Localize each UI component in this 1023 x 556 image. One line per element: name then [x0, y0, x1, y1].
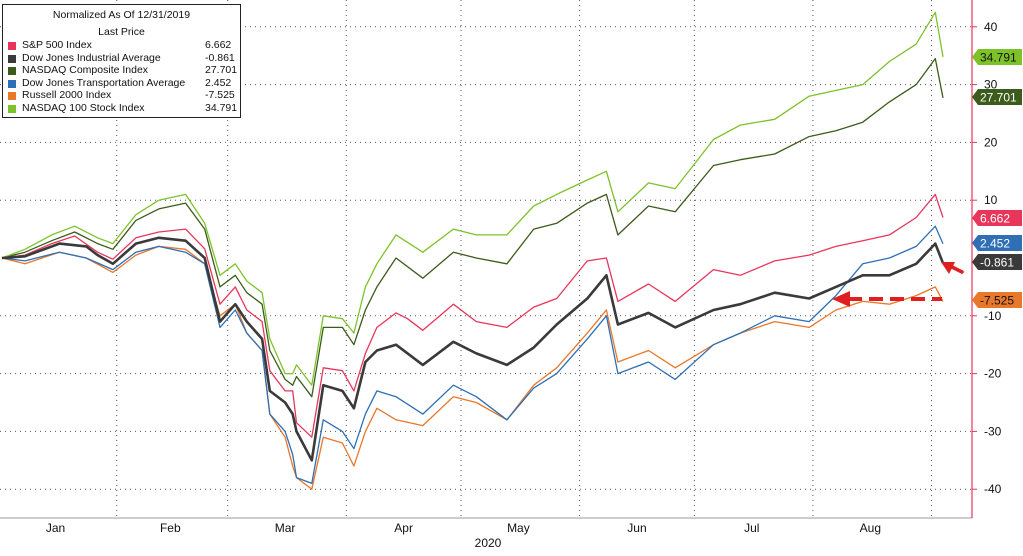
annotation-arrowhead	[941, 262, 955, 274]
x-tick-label: Jan	[46, 521, 65, 535]
y-tick-label: -40	[984, 482, 1002, 496]
y-tick-label: 40	[984, 20, 998, 34]
legend-swatch	[8, 67, 16, 76]
legend-row-nasdaq: NASDAQ Composite Index 27.701	[3, 64, 240, 77]
legend-series-value: -0.861	[205, 51, 235, 64]
legend-series-value: -7.525	[205, 89, 235, 102]
x-tick-label: Jul	[744, 521, 759, 535]
legend-swatch	[8, 92, 16, 101]
legend-swatch	[8, 104, 16, 113]
legend-series-value: 2.452	[205, 76, 232, 89]
legend-series-name: NASDAQ Composite Index	[22, 64, 149, 77]
y-tick-label: 30	[984, 78, 998, 92]
legend-row-dow: Dow Jones Industrial Average -0.861	[3, 52, 240, 65]
legend-series-name: NASDAQ 100 Stock Index	[22, 101, 145, 114]
legend-row-nasdaq100: NASDAQ 100 Stock Index 34.791	[3, 102, 240, 115]
value-tag	[972, 235, 1022, 251]
legend: Normalized As Of 12/31/2019 Last Price S…	[2, 4, 241, 118]
value-tag	[972, 89, 1022, 105]
x-tick-label: May	[507, 521, 530, 535]
x-axis-title: 2020	[475, 536, 502, 550]
value-tag-label: -7.525	[980, 294, 1014, 308]
value-tag-label: 27.701	[980, 91, 1017, 105]
legend-title: Normalized As Of 12/31/2019	[52, 9, 191, 21]
value-tag-label: 34.791	[980, 51, 1017, 65]
value-tag	[972, 254, 1022, 270]
x-tick-label: Apr	[394, 521, 413, 535]
series-line	[1, 236, 945, 462]
legend-header: Last Price	[98, 26, 145, 38]
series-line	[1, 225, 944, 485]
annotation-arrowhead	[832, 291, 850, 307]
y-tick-label: -10	[984, 309, 1002, 323]
value-tag-label: 2.452	[980, 237, 1010, 251]
legend-series-name: S&P 500 Index	[22, 39, 92, 51]
value-tag	[972, 210, 1022, 226]
value-tag	[972, 49, 1022, 65]
x-tick-label: Aug	[860, 521, 881, 535]
legend-series-value: 27.701	[205, 64, 238, 77]
y-tick-label: -20	[984, 367, 1002, 381]
legend-row-russell: Russell 2000 Index -7.525	[3, 89, 240, 102]
series-line	[1, 11, 944, 386]
value-tag-label: 6.662	[980, 212, 1010, 226]
value-tag-label: -0.861	[980, 256, 1014, 270]
x-tick-label: Mar	[275, 521, 296, 535]
legend-series-value: 6.662	[205, 39, 232, 51]
legend-row-sp500: S&P 500 Index 6.662	[3, 39, 240, 52]
legend-series-value: 34.791	[205, 101, 238, 114]
x-tick-label: Jun	[627, 521, 646, 535]
legend-series-name: Dow Jones Transportation Average	[22, 76, 186, 89]
y-tick-label: -30	[984, 424, 1002, 438]
y-tick-label: 20	[984, 135, 998, 149]
series-line	[1, 57, 944, 398]
legend-swatch	[8, 54, 16, 63]
value-tag	[972, 292, 1022, 308]
y-tick-label: 10	[984, 193, 998, 207]
legend-row-transports: Dow Jones Transportation Average 2.452	[3, 77, 240, 90]
series-line	[1, 245, 944, 490]
legend-swatch	[8, 79, 16, 88]
legend-series-name: Russell 2000 Index	[22, 89, 112, 102]
legend-swatch	[8, 42, 16, 50]
x-tick-label: Feb	[160, 521, 181, 535]
series-line	[1, 193, 944, 438]
legend-series-name: Dow Jones Industrial Average	[22, 51, 161, 64]
